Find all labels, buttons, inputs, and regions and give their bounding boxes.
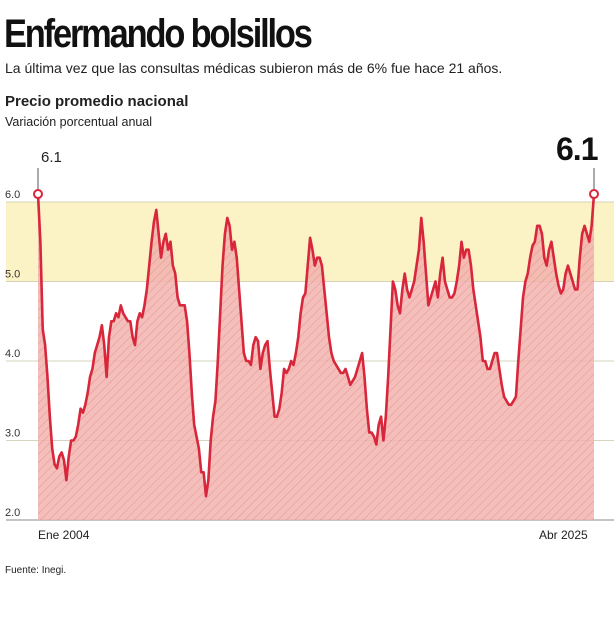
source-note: Fuente: Inegi. <box>5 565 67 576</box>
chart-title: Precio promedio nacional <box>5 93 189 110</box>
annotations: 6.1 6.1 <box>33 131 599 200</box>
y-tick-label: 5.0 <box>5 269 20 281</box>
series-line <box>36 193 596 498</box>
page-title: Enfermando bolsillos <box>4 12 313 56</box>
area-fill <box>38 194 594 521</box>
x-start-label: Ene 2004 <box>38 528 90 542</box>
page-subtitle: La última vez que las consultas médicas … <box>5 60 503 76</box>
chart-subtitle: Variación porcentual anual <box>5 115 153 129</box>
annotation-label: 6.1 <box>556 131 598 167</box>
area-chart: 2.0 3.0 4.0 5.0 6.0 6.1 6.1 Ene 2004 Abr 2025 <box>5 131 614 542</box>
annotation-marker <box>589 189 599 200</box>
annotation-label: 6.1 <box>41 149 62 166</box>
y-tick-label: 6.0 <box>5 189 20 201</box>
y-tick-label: 2.0 <box>5 507 20 519</box>
y-tick-label: 3.0 <box>5 428 20 440</box>
annotation-marker <box>33 189 43 200</box>
x-end-label: Abr 2025 <box>539 528 588 542</box>
y-tick-label: 4.0 <box>5 348 20 360</box>
y-axis-ticks: 2.0 3.0 4.0 5.0 6.0 <box>5 189 20 519</box>
